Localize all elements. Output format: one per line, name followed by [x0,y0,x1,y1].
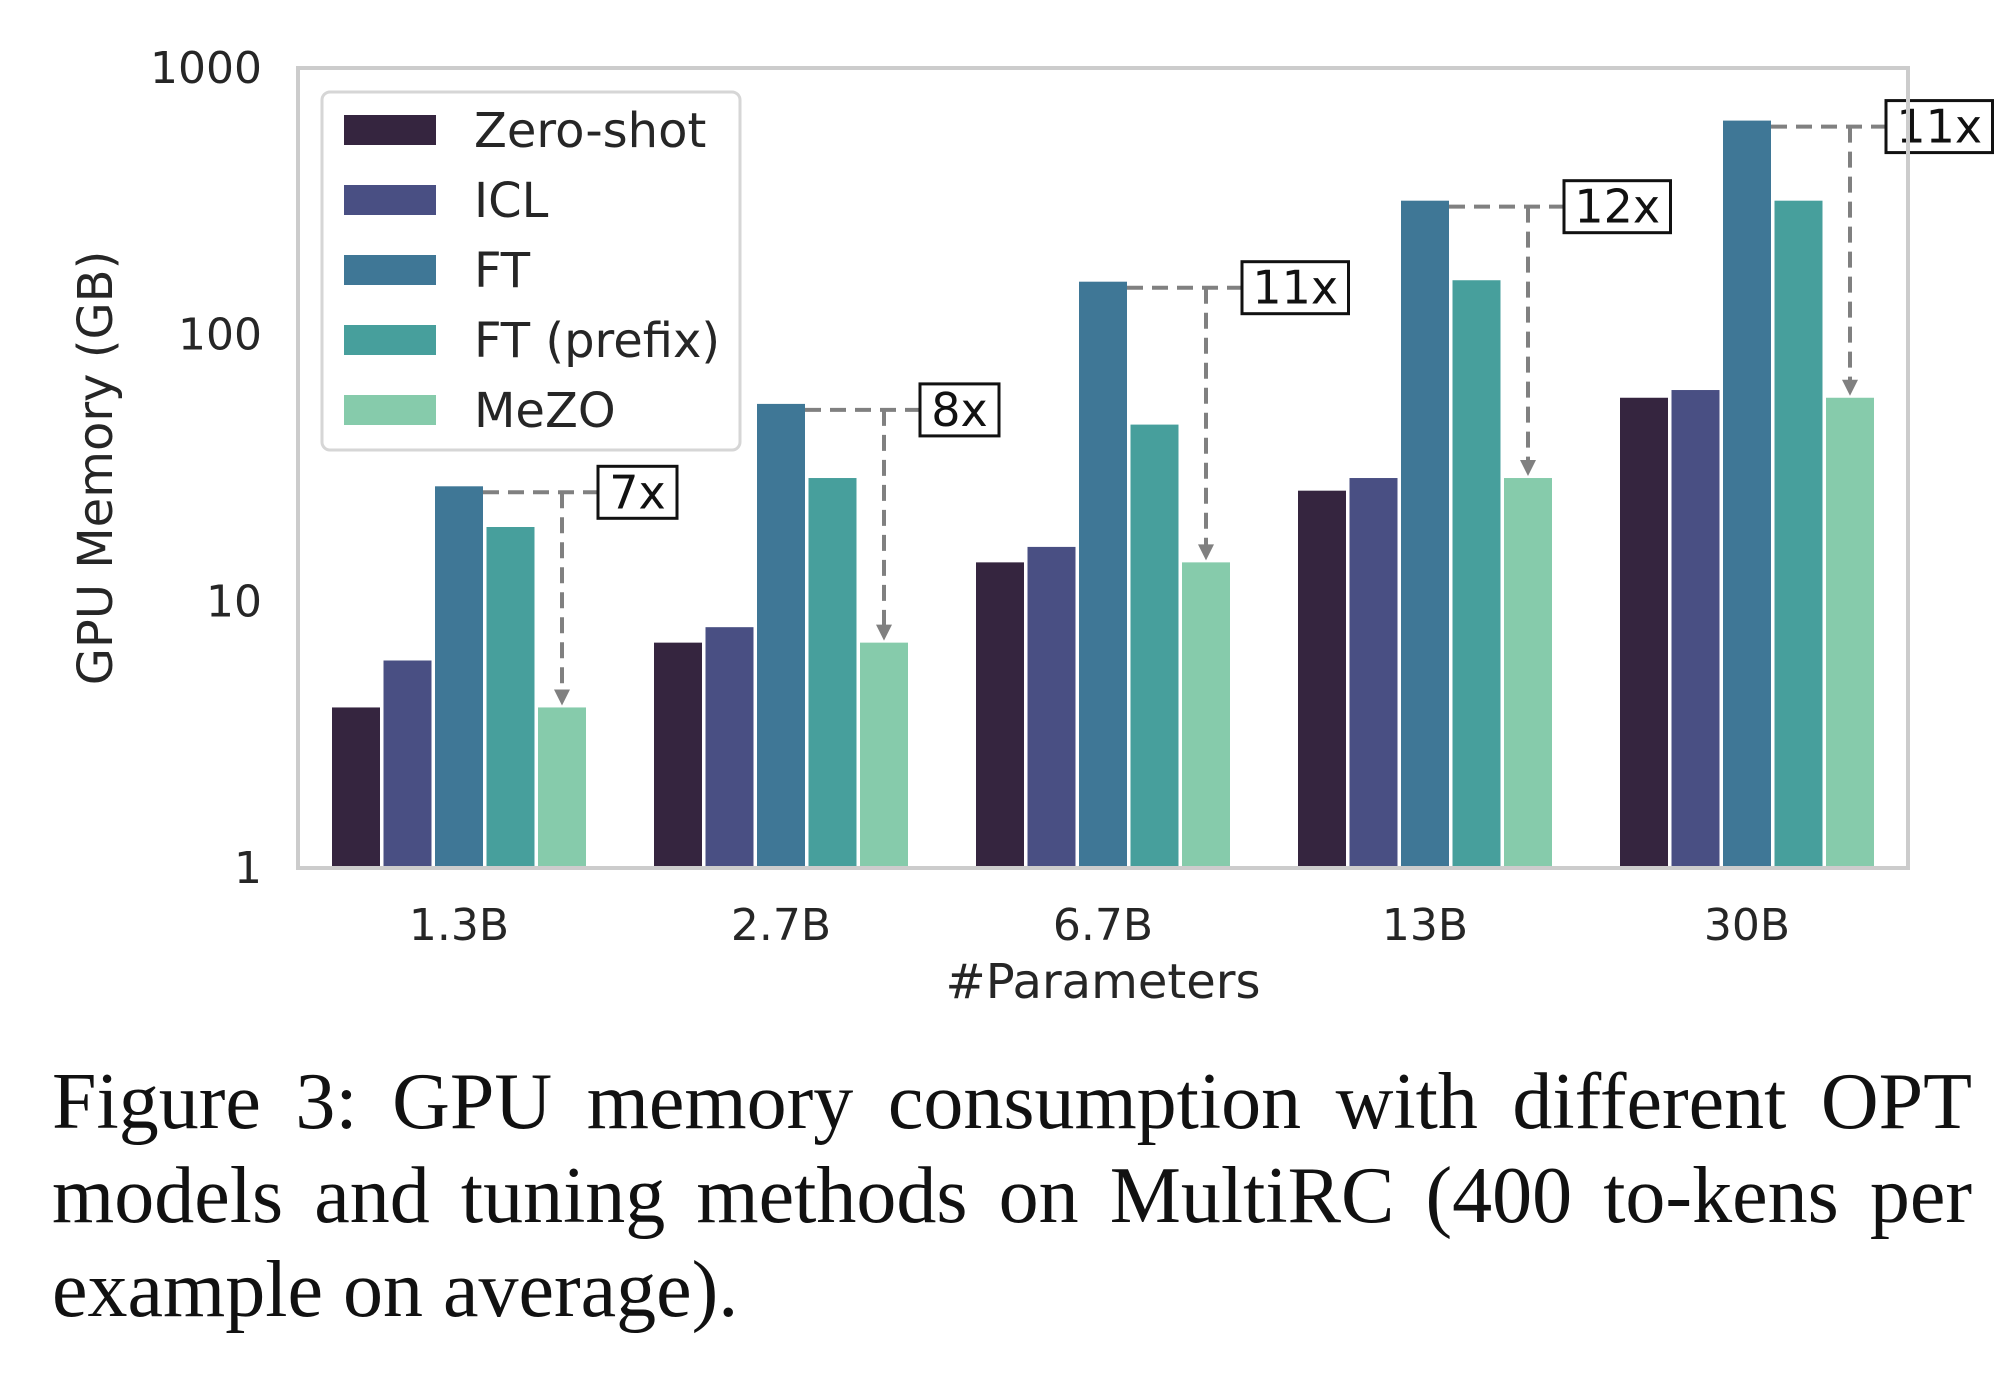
annotation-box [1562,179,1672,235]
annotation-box [596,464,679,520]
annotation-label: 11x [1252,261,1338,315]
bar [1401,200,1449,868]
annotation-box [1884,99,1994,155]
bar [1130,424,1179,868]
legend-swatch [344,395,436,425]
bars [332,120,1874,869]
legend-swatch [344,185,436,215]
legend-swatch [344,255,436,285]
legend-label: Zero-shot [474,103,706,159]
y-axis-ticks: 1 10 100 1000 [150,43,262,894]
bar [976,562,1024,868]
annotation-arrow-head [1842,379,1858,396]
bar [860,642,908,868]
x-tick-label: 13B [1382,900,1468,951]
bar [1079,281,1127,869]
bar [383,660,432,868]
legend-frame [320,90,742,452]
x-axis-title: #Parameters [946,954,1261,1010]
x-tick-label: 1.3B [409,900,509,951]
annotation-arrow-head [1520,460,1536,477]
legend-label: FT (prefix) [474,313,720,369]
bar [332,707,380,868]
bar [1826,397,1874,868]
y-axis-title: GPU Memory (GB) [68,251,124,686]
annotation-arrow-head [554,689,570,706]
legend-swatch [344,325,436,355]
legend-label: MeZO [474,383,616,439]
bar [808,478,857,868]
y-tick-label: 1000 [150,43,262,94]
chart: 1 10 100 1000 7x 8x 11x 12x 11x 1.3B 2.7B 6.7B 13B… [68,43,1994,1010]
bar [486,526,535,868]
annotation-label: 12x [1574,180,1660,234]
bar [757,403,805,868]
legend-swatch [344,115,436,145]
bar [1452,280,1501,868]
bar [1671,390,1720,868]
annotation-label: 7x [609,465,666,519]
bar [1027,546,1076,868]
annotation-arrow-head [1198,544,1214,561]
bar [705,627,754,868]
x-tick-label: 30B [1704,900,1790,951]
annotation-label: 8x [931,383,988,437]
ratio-annotations: 7x 8x 11x 12x 11x [483,99,1994,706]
figure-caption: Figure 3: GPU memory consumption with di… [52,1058,1972,1334]
annotation-label: 11x [1896,100,1982,154]
legend-label: ICL [474,173,549,229]
legend-label: FT [474,243,531,299]
bar [1774,200,1823,868]
plot-frame [296,66,1910,870]
x-tick-label: 6.7B [1053,900,1153,951]
bar [435,486,483,868]
bar [538,707,586,868]
annotation-box [1240,260,1350,316]
legend: Zero-shot ICL FT FT (prefix) MeZO [320,90,742,452]
bar [1349,478,1398,868]
bar [1182,562,1230,868]
bar [1504,478,1552,868]
y-tick-label: 100 [178,310,262,361]
x-tick-label: 2.7B [731,900,831,951]
y-tick-label: 1 [234,843,262,894]
bar [654,642,702,868]
bar [1620,397,1668,868]
bar [1723,120,1771,868]
x-axis-ticks: 1.3B 2.7B 6.7B 13B 30B [409,900,1790,951]
annotation-arrow-head [876,624,892,641]
bar [1298,490,1346,868]
annotation-box [918,382,1001,438]
y-tick-label: 10 [206,576,262,627]
